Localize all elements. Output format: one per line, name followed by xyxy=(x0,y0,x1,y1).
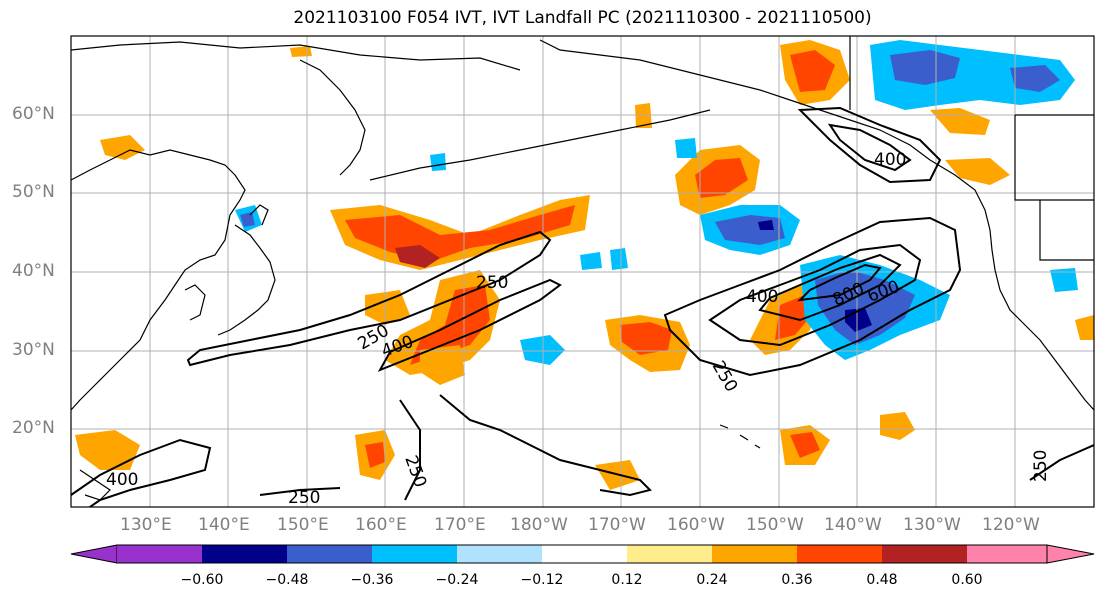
colorbar-tick-label: −0.48 xyxy=(265,572,309,588)
contour-label: 250 xyxy=(400,453,430,490)
colorbar-segment xyxy=(542,545,627,563)
positive-pc-region xyxy=(395,245,440,268)
colorbar-tick-label: 0.36 xyxy=(781,572,813,588)
lat-label: 30°N xyxy=(12,340,55,360)
lon-label: 120°W xyxy=(982,515,1040,535)
graticule xyxy=(71,36,1094,507)
colorbar-segment xyxy=(797,545,882,563)
map-title: 2021103100 F054 IVT, IVT Landfall PC (20… xyxy=(293,8,872,28)
negative-pc-region xyxy=(890,50,960,85)
lat-label: 60°N xyxy=(12,104,55,124)
lon-label: 130°W xyxy=(903,515,961,535)
colorbar-segment xyxy=(627,545,712,563)
positive-pc-region xyxy=(100,135,145,160)
lon-label: 180°W xyxy=(510,515,568,535)
positive-pc-region xyxy=(880,412,915,440)
positive-pc-region xyxy=(420,345,465,385)
positive-pc-region xyxy=(1075,315,1094,340)
negative-pc-region xyxy=(1010,65,1060,92)
colorbar-segment xyxy=(967,545,1047,563)
contour-label: 250 xyxy=(1031,450,1051,482)
positive-pc-region xyxy=(930,108,990,135)
negative-pc-region xyxy=(1050,268,1078,292)
lon-label: 140°E xyxy=(198,515,250,535)
colorbar-tick-label: −0.12 xyxy=(520,572,564,588)
lon-label: 160°E xyxy=(355,515,407,535)
lon-label: 150°E xyxy=(277,515,329,535)
lat-label: 50°N xyxy=(12,182,55,202)
colorbar-tick-label: 0.48 xyxy=(866,572,898,588)
negative-pc-region xyxy=(240,212,255,227)
colorbar-segment xyxy=(287,545,372,563)
colorbar-segment xyxy=(202,545,287,563)
colorbar-extend-low xyxy=(70,544,118,564)
negative-pc-region xyxy=(430,153,446,171)
contour-label: 250 xyxy=(288,488,320,508)
negative-pc-region xyxy=(580,252,602,270)
positive-pc-region xyxy=(945,158,1010,185)
contour-label: 400 xyxy=(874,150,906,170)
negative-pc-region xyxy=(675,138,697,158)
colorbar-segment xyxy=(372,545,457,563)
colorbar-tick-label: 0.12 xyxy=(611,572,643,588)
positive-pc-region xyxy=(290,46,312,57)
positive-pc-region xyxy=(790,432,820,458)
colorbar-tick-label: −0.24 xyxy=(435,572,479,588)
positive-pc-region xyxy=(620,322,672,355)
negative-pc-region xyxy=(610,248,628,270)
positive-pc-region xyxy=(365,290,410,325)
lon-label: 130°E xyxy=(120,515,172,535)
colorbar-extend-high xyxy=(1046,544,1095,564)
positive-pc-region xyxy=(365,442,385,468)
lon-label: 160°W xyxy=(667,515,725,535)
negative-pc-region xyxy=(758,220,774,230)
lon-label: 150°W xyxy=(746,515,804,535)
map-frame xyxy=(70,35,1095,508)
contour-label: 400 xyxy=(106,470,138,490)
positive-pc-region xyxy=(695,158,748,198)
colorbar-tick-label: 0.60 xyxy=(951,572,983,588)
colorbar-segment xyxy=(712,545,797,563)
positive-pc-region xyxy=(75,430,140,470)
colorbar-segment xyxy=(882,545,967,563)
lon-label: 170°W xyxy=(588,515,646,535)
colorbar-segment xyxy=(117,545,202,563)
contour-label: 400 xyxy=(746,287,778,307)
coastlines xyxy=(71,36,1094,501)
lon-label: 140°W xyxy=(824,515,882,535)
contour-label: 250 xyxy=(476,273,508,293)
colorbar-segment xyxy=(457,545,542,563)
lat-label: 40°N xyxy=(12,261,55,281)
colorbar-tick-label: 0.24 xyxy=(696,572,728,588)
colorbar xyxy=(70,544,1095,564)
lat-label: 20°N xyxy=(12,418,55,438)
ivt-contours xyxy=(71,106,1094,507)
colorbar-tick-label: −0.60 xyxy=(180,572,224,588)
lon-label: 170°E xyxy=(434,515,486,535)
positive-pc-region xyxy=(790,50,835,92)
colorbar-tick-label: −0.36 xyxy=(350,572,394,588)
